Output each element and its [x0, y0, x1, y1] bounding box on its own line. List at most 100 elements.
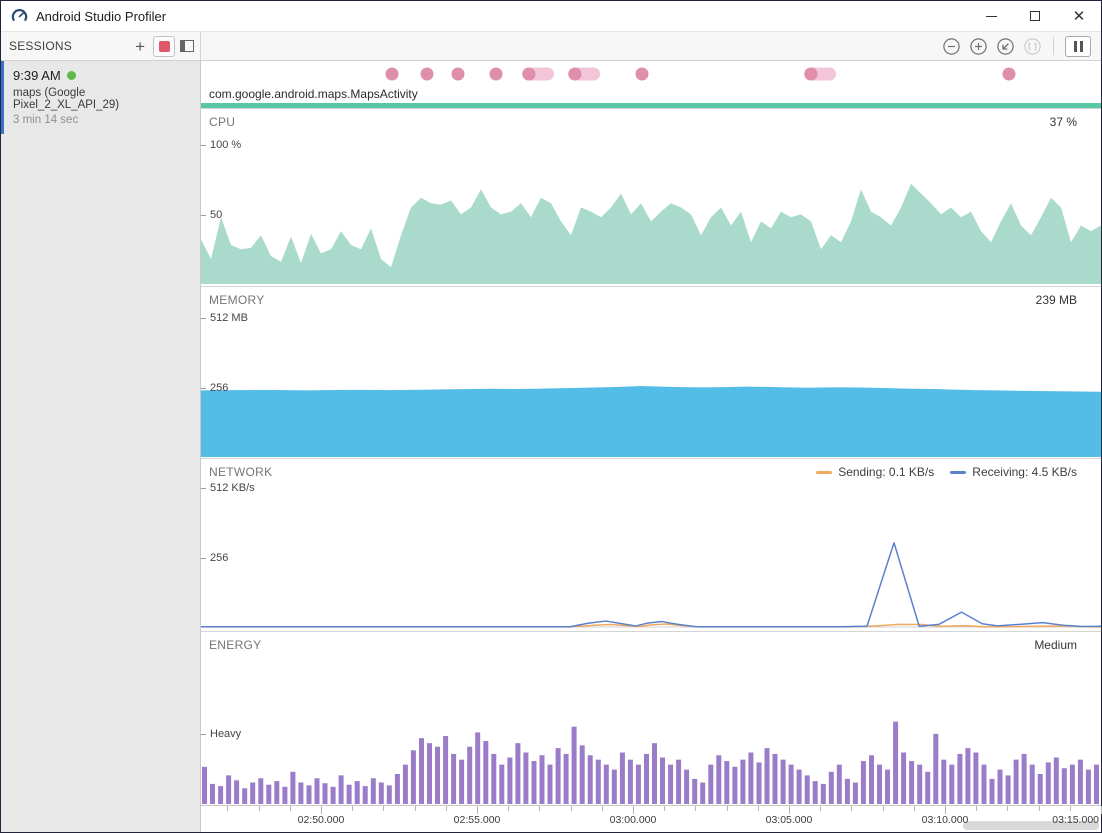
event-marker[interactable] — [804, 67, 818, 81]
minor-tick — [695, 806, 697, 811]
add-session-button[interactable]: + — [135, 36, 145, 56]
event-marker[interactable] — [420, 67, 434, 81]
event-markers[interactable] — [201, 61, 1101, 87]
toolbar-divider — [1053, 37, 1054, 55]
minor-tick — [445, 806, 447, 811]
minor-tick — [851, 806, 853, 811]
minor-tick — [570, 806, 572, 811]
event-marker[interactable] — [568, 67, 582, 81]
sessions-header: SESSIONS + — [1, 32, 201, 60]
energy-current-value: Medium — [1034, 638, 1077, 652]
minor-tick — [352, 806, 354, 811]
cpu-current-value: 37 % — [1049, 115, 1077, 129]
memory-current-value: 239 MB — [1035, 293, 1077, 307]
network-chart[interactable] — [201, 459, 1101, 631]
network-legend: Sending: 0.1 KB/s Receiving: 4.5 KB/s — [816, 465, 1077, 479]
minor-tick — [383, 806, 385, 811]
reset-zoom-button[interactable] — [996, 37, 1015, 56]
minor-tick — [757, 806, 759, 811]
network-ytick-256: 256 — [201, 552, 228, 564]
event-marker[interactable] — [1002, 67, 1016, 81]
minor-tick — [508, 806, 510, 811]
minor-tick — [539, 806, 541, 811]
zoom-in-button[interactable] — [969, 37, 988, 56]
maximize-button[interactable] — [1013, 1, 1057, 31]
network-section: NETWORK Sending: 0.1 KB/s Receiving: 4.5… — [201, 458, 1101, 631]
minor-tick — [227, 806, 229, 811]
time-axis-label: 03:10.000 — [921, 814, 969, 826]
memory-ytick-256: 256 — [201, 382, 228, 394]
event-marker[interactable] — [635, 67, 649, 81]
title-bar: Android Studio Profiler ✕ — [1, 1, 1101, 32]
event-marker[interactable] — [451, 67, 465, 81]
sessions-title: SESSIONS — [9, 39, 72, 53]
minor-tick — [414, 806, 416, 811]
time-axis-label: 03:05.000 — [765, 814, 813, 826]
energy-title: ENERGY — [209, 638, 262, 652]
window-title: Android Studio Profiler — [36, 8, 167, 24]
sending-swatch-icon — [816, 470, 833, 474]
memory-section: MEMORY 239 MB 512 MB 256 — [201, 286, 1101, 458]
major-tick — [945, 806, 947, 814]
event-marker[interactable] — [522, 67, 536, 81]
minimize-button[interactable] — [969, 1, 1013, 31]
legend-receiving: Receiving: 4.5 KB/s — [950, 465, 1077, 479]
minor-tick — [820, 806, 822, 811]
pause-icon — [1073, 40, 1077, 52]
cpu-chart[interactable] — [201, 109, 1101, 286]
close-button[interactable]: ✕ — [1057, 1, 1101, 31]
energy-chart[interactable] — [201, 632, 1101, 805]
pause-live-button[interactable] — [1065, 35, 1091, 57]
main-toolbar — [201, 32, 1101, 60]
activity-label: com.google.android.maps.MapsActivity — [209, 87, 418, 101]
minor-tick — [258, 806, 260, 811]
network-ytick-512: 512 KB/s — [201, 482, 255, 494]
memory-chart[interactable] — [201, 287, 1101, 458]
memory-ytick-512: 512 MB — [201, 312, 248, 324]
close-icon: ✕ — [1072, 7, 1086, 25]
energy-ytick-heavy: Heavy — [201, 728, 241, 740]
memory-title: MEMORY — [209, 293, 265, 307]
network-title: NETWORK — [209, 465, 273, 479]
minimize-icon — [985, 15, 997, 17]
legend-sending: Sending: 0.1 KB/s — [816, 465, 934, 479]
cpu-ytick-50: 50 — [201, 209, 222, 221]
stop-icon — [158, 40, 170, 52]
time-axis[interactable]: 02:50.000 02:55.000 03:00.000 03:05.000 03:1… — [201, 805, 1102, 832]
minor-tick — [1038, 806, 1040, 811]
cpu-section: CPU 37 % 100 % 50 — [201, 108, 1101, 286]
receiving-swatch-icon — [950, 470, 967, 474]
energy-section: ENERGY Medium Heavy — [201, 631, 1101, 805]
zoom-to-selection-button[interactable] — [1023, 37, 1042, 56]
cpu-title: CPU — [209, 115, 236, 129]
collapse-panel-button[interactable] — [180, 40, 194, 52]
minor-tick — [664, 806, 666, 811]
time-axis-label: 02:55.000 — [453, 814, 501, 826]
minor-tick — [289, 806, 291, 811]
stop-session-button[interactable] — [153, 35, 175, 57]
horizontal-scrollbar-thumb[interactable] — [963, 821, 1099, 830]
minor-tick — [1069, 806, 1071, 811]
minor-tick — [976, 806, 978, 811]
time-axis-label: 02:50.000 — [297, 814, 345, 826]
event-marker[interactable] — [385, 67, 399, 81]
event-marker[interactable] — [489, 67, 503, 81]
zoom-out-button[interactable] — [942, 37, 961, 56]
activity-lifetime-bar — [201, 103, 1101, 108]
major-tick — [633, 806, 634, 814]
sessions-panel: 9:39 AM maps (Google Pixel_2_XL_API_29) … — [1, 61, 201, 832]
major-tick — [320, 806, 322, 814]
minor-tick — [882, 806, 884, 811]
activity-row: com.google.android.maps.MapsActivity — [201, 87, 1101, 108]
live-session-dot-icon — [66, 71, 76, 80]
minor-tick — [1007, 806, 1009, 811]
session-duration: 3 min 14 sec — [13, 114, 79, 126]
session-item[interactable]: 9:39 AM maps (Google Pixel_2_XL_API_29) … — [1, 61, 200, 134]
session-time: 9:39 AM — [13, 68, 61, 83]
minor-tick — [913, 806, 915, 811]
cpu-ytick-100: 100 % — [201, 139, 241, 151]
session-name: maps (Google Pixel_2_XL_API_29) — [13, 87, 120, 111]
time-axis-label: 03:00.000 — [609, 814, 657, 826]
maximize-icon — [1030, 11, 1040, 21]
